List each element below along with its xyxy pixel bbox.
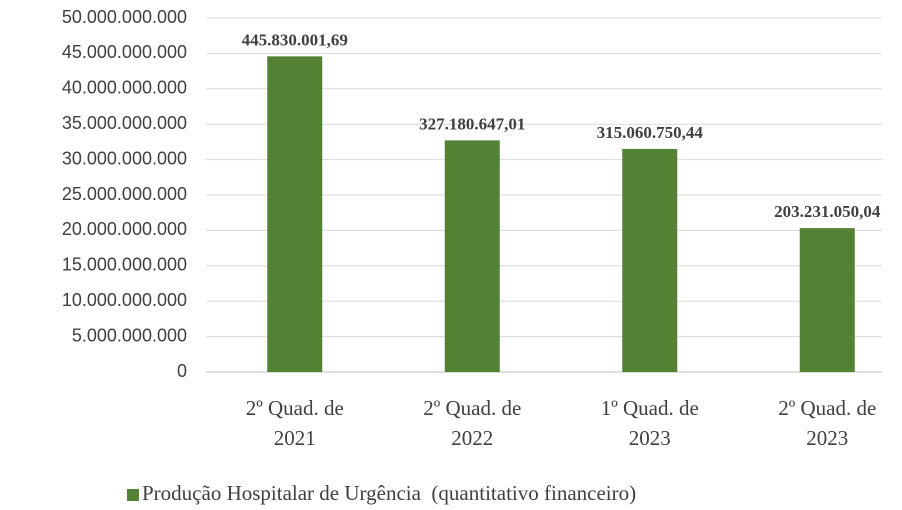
y-tick-label: 5.000.000.000 [72, 325, 187, 345]
y-tick-label: 30.000.000.000 [62, 148, 187, 168]
x-tick-label: 2º Quad. de 2022 [423, 396, 521, 450]
y-tick-label: 15.000.000.000 [62, 255, 187, 275]
data-label: 445.830.001,69 [242, 30, 348, 49]
data-label: 315.060.750,44 [597, 123, 704, 142]
x-tick-label: 2º Quad. de 2021 [246, 396, 344, 450]
y-tick-label: 45.000.000.000 [62, 42, 187, 62]
legend-swatch [127, 489, 139, 501]
y-tick-label: 40.000.000.000 [62, 78, 187, 98]
legend-label: Produção Hospitalar de Urgência (quantit… [142, 481, 636, 505]
x-tick-label: 2º Quad. de 2023 [778, 396, 876, 450]
y-tick-label: 35.000.000.000 [62, 113, 187, 133]
data-label: 327.180.647,01 [419, 114, 525, 133]
data-label: 203.231.050,04 [774, 202, 881, 221]
bar [622, 148, 678, 372]
bar [444, 140, 500, 372]
y-tick-label: 0 [177, 361, 187, 381]
bar [267, 56, 323, 373]
y-tick-label: 20.000.000.000 [62, 219, 187, 239]
x-tick-label: 1º Quad. de 2023 [601, 396, 699, 450]
y-tick-label: 50.000.000.000 [62, 7, 187, 27]
y-tick-label: 25.000.000.000 [62, 184, 187, 204]
y-tick-label: 10.000.000.000 [62, 290, 187, 310]
bar [799, 228, 855, 372]
